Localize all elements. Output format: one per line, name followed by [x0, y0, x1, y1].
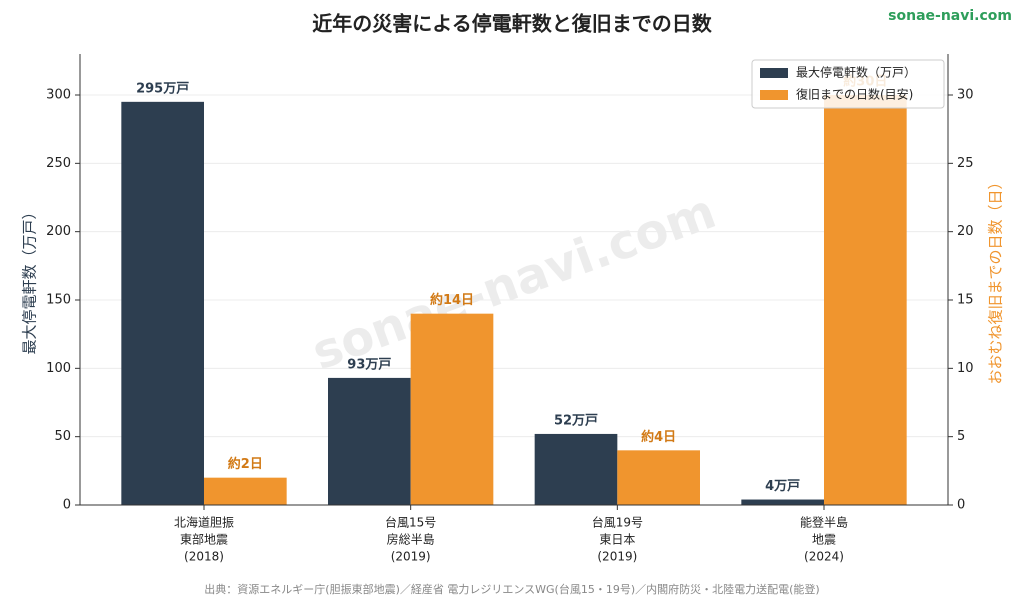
- site-label: sonae-navi.com: [888, 8, 1012, 24]
- y2-tick-label: 30: [957, 88, 974, 103]
- legend-box: [751, 59, 945, 109]
- source-note: 出典：資源エネルギー庁(胆振東部地震)／経産省 電力レジリエンスWG(台風15・…: [204, 582, 819, 596]
- y-tick-label: 300: [46, 88, 71, 103]
- y2-tick-label: 25: [957, 156, 974, 171]
- legend-swatch: [760, 68, 788, 78]
- x-tick-label: (2024): [804, 550, 844, 564]
- x-tick-label: 東日本: [599, 533, 635, 547]
- x-tick-label: 台風19号: [592, 515, 643, 530]
- bar: [741, 499, 824, 505]
- bar: [824, 95, 907, 505]
- chart-title: 近年の災害による停電軒数と復旧までの日数: [312, 12, 712, 36]
- bar: [534, 433, 618, 505]
- legend-label: 復旧までの日数(目安): [796, 87, 913, 102]
- y-tick-label: 100: [46, 361, 71, 376]
- y-axis-label: 最大停電軒数（万戸）: [21, 204, 39, 354]
- value-label: 約14日: [430, 292, 474, 308]
- bar: [410, 313, 494, 505]
- x-tick-label: (2019): [597, 550, 637, 564]
- bar: [121, 101, 204, 505]
- watermark: sonae-navi.com: [305, 183, 723, 381]
- y2-tick-label: 20: [957, 224, 974, 239]
- y2-tick-label: 10: [957, 361, 974, 376]
- x-tick-label: 地震: [812, 533, 836, 547]
- value-label: 93万戸: [347, 357, 391, 372]
- y2-tick-label: 0: [957, 498, 965, 513]
- y-tick-label: 0: [63, 498, 71, 513]
- y2-axis-label: おおむね復旧までの日数（日）: [987, 174, 1005, 384]
- legend-swatch: [760, 90, 788, 100]
- value-label: 約2日: [228, 456, 263, 472]
- y2-tick-label: 5: [957, 429, 965, 444]
- value-label: 52万戸: [554, 413, 598, 428]
- x-tick-label: 北海道胆振: [174, 515, 234, 530]
- y-tick-label: 250: [46, 156, 71, 171]
- x-tick-label: 能登半島: [800, 515, 848, 530]
- y-tick-label: 200: [46, 224, 71, 239]
- bar: [204, 477, 287, 505]
- value-label: 約4日: [641, 429, 676, 445]
- x-tick-label: (2018): [184, 550, 224, 564]
- value-label: 295万戸: [136, 81, 189, 96]
- y2-tick-label: 15: [957, 293, 974, 308]
- x-tick-label: 房総半島: [387, 532, 435, 547]
- x-tick-label: 東部地震: [180, 532, 228, 547]
- y-tick-label: 50: [54, 429, 71, 444]
- value-label: 4万戸: [765, 479, 800, 494]
- x-tick-label: (2019): [391, 550, 431, 564]
- bar: [328, 377, 411, 505]
- x-tick-label: 台風15号: [385, 515, 436, 530]
- y-tick-label: 150: [46, 293, 71, 308]
- bar: [617, 450, 700, 505]
- legend-label: 最大停電軒数（万戸）: [796, 65, 916, 80]
